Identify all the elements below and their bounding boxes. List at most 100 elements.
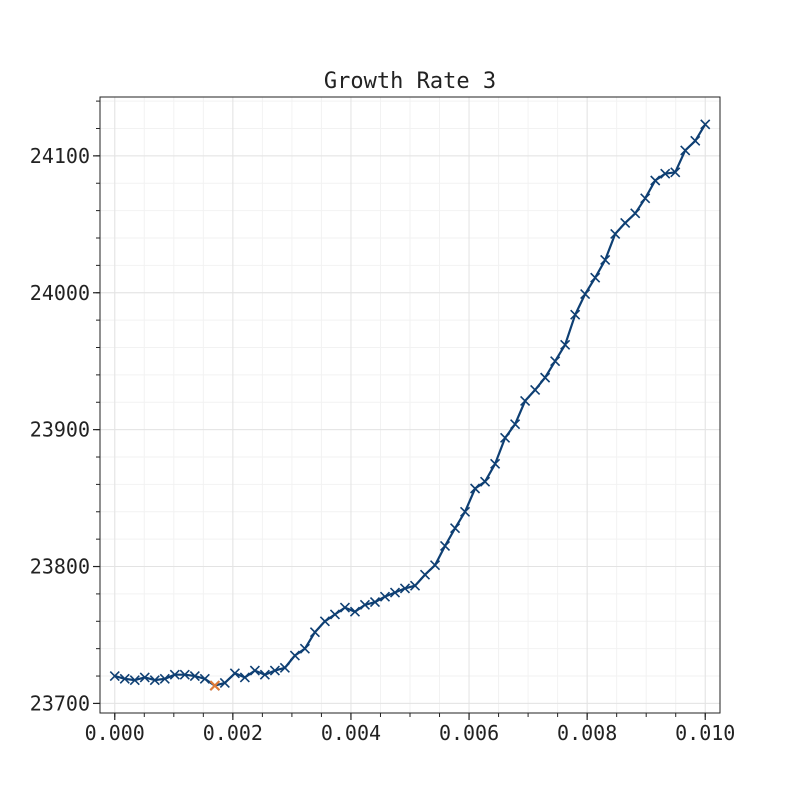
- data-point-marker: [139, 672, 150, 683]
- data-point-marker: [680, 145, 691, 156]
- data-point-marker: [339, 602, 350, 613]
- marker-stroke: [640, 193, 651, 204]
- data-point-marker: [540, 372, 551, 383]
- marker-stroke: [319, 616, 330, 627]
- data-point-marker: [269, 665, 280, 676]
- data-point-marker: [510, 419, 521, 430]
- marker-stroke: [620, 217, 631, 229]
- data-point-marker: [560, 339, 571, 350]
- data-point-marker: [660, 168, 671, 179]
- highlight-point-marker: [209, 680, 221, 691]
- data-point-marker: [159, 673, 170, 684]
- data-point-marker: [169, 669, 180, 680]
- marker-stroke: [500, 432, 511, 443]
- marker-stroke: [530, 384, 541, 396]
- series-layer: [109, 119, 711, 691]
- marker-stroke: [239, 672, 250, 683]
- data-point-marker: [580, 289, 591, 300]
- marker-stroke: [510, 419, 521, 430]
- marker-stroke: [660, 168, 671, 179]
- data-point-marker: [470, 483, 481, 494]
- data-point-marker: [409, 580, 421, 591]
- data-point-marker: [199, 673, 210, 684]
- data-point-marker: [520, 395, 531, 406]
- marker-stroke: [520, 395, 531, 406]
- data-point-marker: [419, 569, 431, 580]
- data-point-marker: [379, 591, 391, 602]
- data-point-marker: [429, 560, 441, 571]
- marker-stroke: [189, 670, 200, 682]
- data-point-marker: [179, 669, 190, 680]
- data-point-marker: [550, 356, 561, 367]
- marker-stroke: [349, 606, 361, 617]
- data-point-marker: [459, 506, 471, 517]
- data-point-marker: [610, 228, 621, 239]
- data-point-marker: [620, 217, 631, 229]
- marker-stroke: [279, 662, 290, 673]
- marker-stroke: [429, 560, 441, 571]
- data-point-marker: [149, 675, 160, 686]
- marker-stroke: [339, 602, 350, 613]
- data-point-marker: [700, 119, 711, 130]
- y-tick-label: 23900: [30, 418, 90, 442]
- marker-stroke: [109, 670, 120, 682]
- x-tick-label: 0.004: [321, 721, 381, 745]
- marker-stroke: [449, 523, 461, 534]
- highlight-layer: [209, 680, 221, 691]
- x-tick-label: 0.010: [675, 721, 735, 745]
- data-point-marker: [299, 643, 310, 654]
- marker-stroke: [700, 119, 711, 130]
- marker-stroke: [470, 483, 481, 494]
- data-point-marker: [630, 208, 641, 219]
- marker-stroke: [139, 672, 150, 683]
- marker-stroke: [409, 580, 421, 591]
- data-point-marker: [570, 309, 581, 320]
- marker-stroke: [199, 673, 210, 684]
- marker-stroke: [490, 458, 501, 469]
- marker-stroke: [249, 665, 260, 676]
- axes: 0.000 0.002 0.004 0.006 0.008 0.010 23700 23800…: [30, 96, 735, 745]
- marker-stroke: [670, 167, 681, 178]
- marker-stroke: [600, 254, 611, 265]
- data-point-marker: [439, 540, 451, 552]
- marker-stroke: [149, 675, 160, 686]
- y-tick-label: 23800: [30, 555, 90, 579]
- marker-stroke: [419, 569, 431, 580]
- data-point-marker: [690, 135, 701, 146]
- data-point-marker: [389, 587, 401, 598]
- marker-stroke: [309, 627, 320, 638]
- x-tick-label: 0.006: [439, 721, 499, 745]
- data-point-marker: [329, 609, 341, 620]
- data-point-marker: [289, 650, 300, 661]
- marker-stroke: [570, 309, 581, 320]
- data-point-marker: [349, 606, 361, 617]
- marker-stroke: [540, 372, 551, 383]
- data-point-marker: [239, 672, 250, 683]
- marker-stroke: [179, 669, 190, 680]
- y-tick-label: 24000: [30, 281, 90, 305]
- data-point-marker: [309, 627, 320, 638]
- x-tick-label: 0.008: [557, 721, 617, 745]
- data-point-marker: [249, 665, 260, 676]
- data-point-marker: [500, 432, 511, 443]
- data-point-marker: [279, 662, 290, 673]
- marker-stroke: [229, 668, 240, 679]
- x-tick-label: 0.002: [203, 721, 263, 745]
- marker-stroke: [269, 665, 280, 676]
- marker-stroke: [219, 677, 230, 688]
- data-point-marker: [600, 254, 611, 265]
- marker-stroke: [479, 476, 491, 487]
- data-point-marker: [229, 668, 240, 679]
- x-tick-label: 0.000: [85, 721, 145, 745]
- marker-stroke: [439, 540, 451, 552]
- data-point-marker: [359, 599, 371, 610]
- marker-stroke: [560, 339, 571, 350]
- marker-stroke: [399, 583, 411, 594]
- data-point-marker: [319, 616, 330, 627]
- marker-stroke: [329, 609, 341, 620]
- marker-stroke: [580, 289, 591, 300]
- data-point-marker: [129, 675, 140, 686]
- marker-stroke: [690, 135, 701, 146]
- data-point-marker: [109, 670, 120, 682]
